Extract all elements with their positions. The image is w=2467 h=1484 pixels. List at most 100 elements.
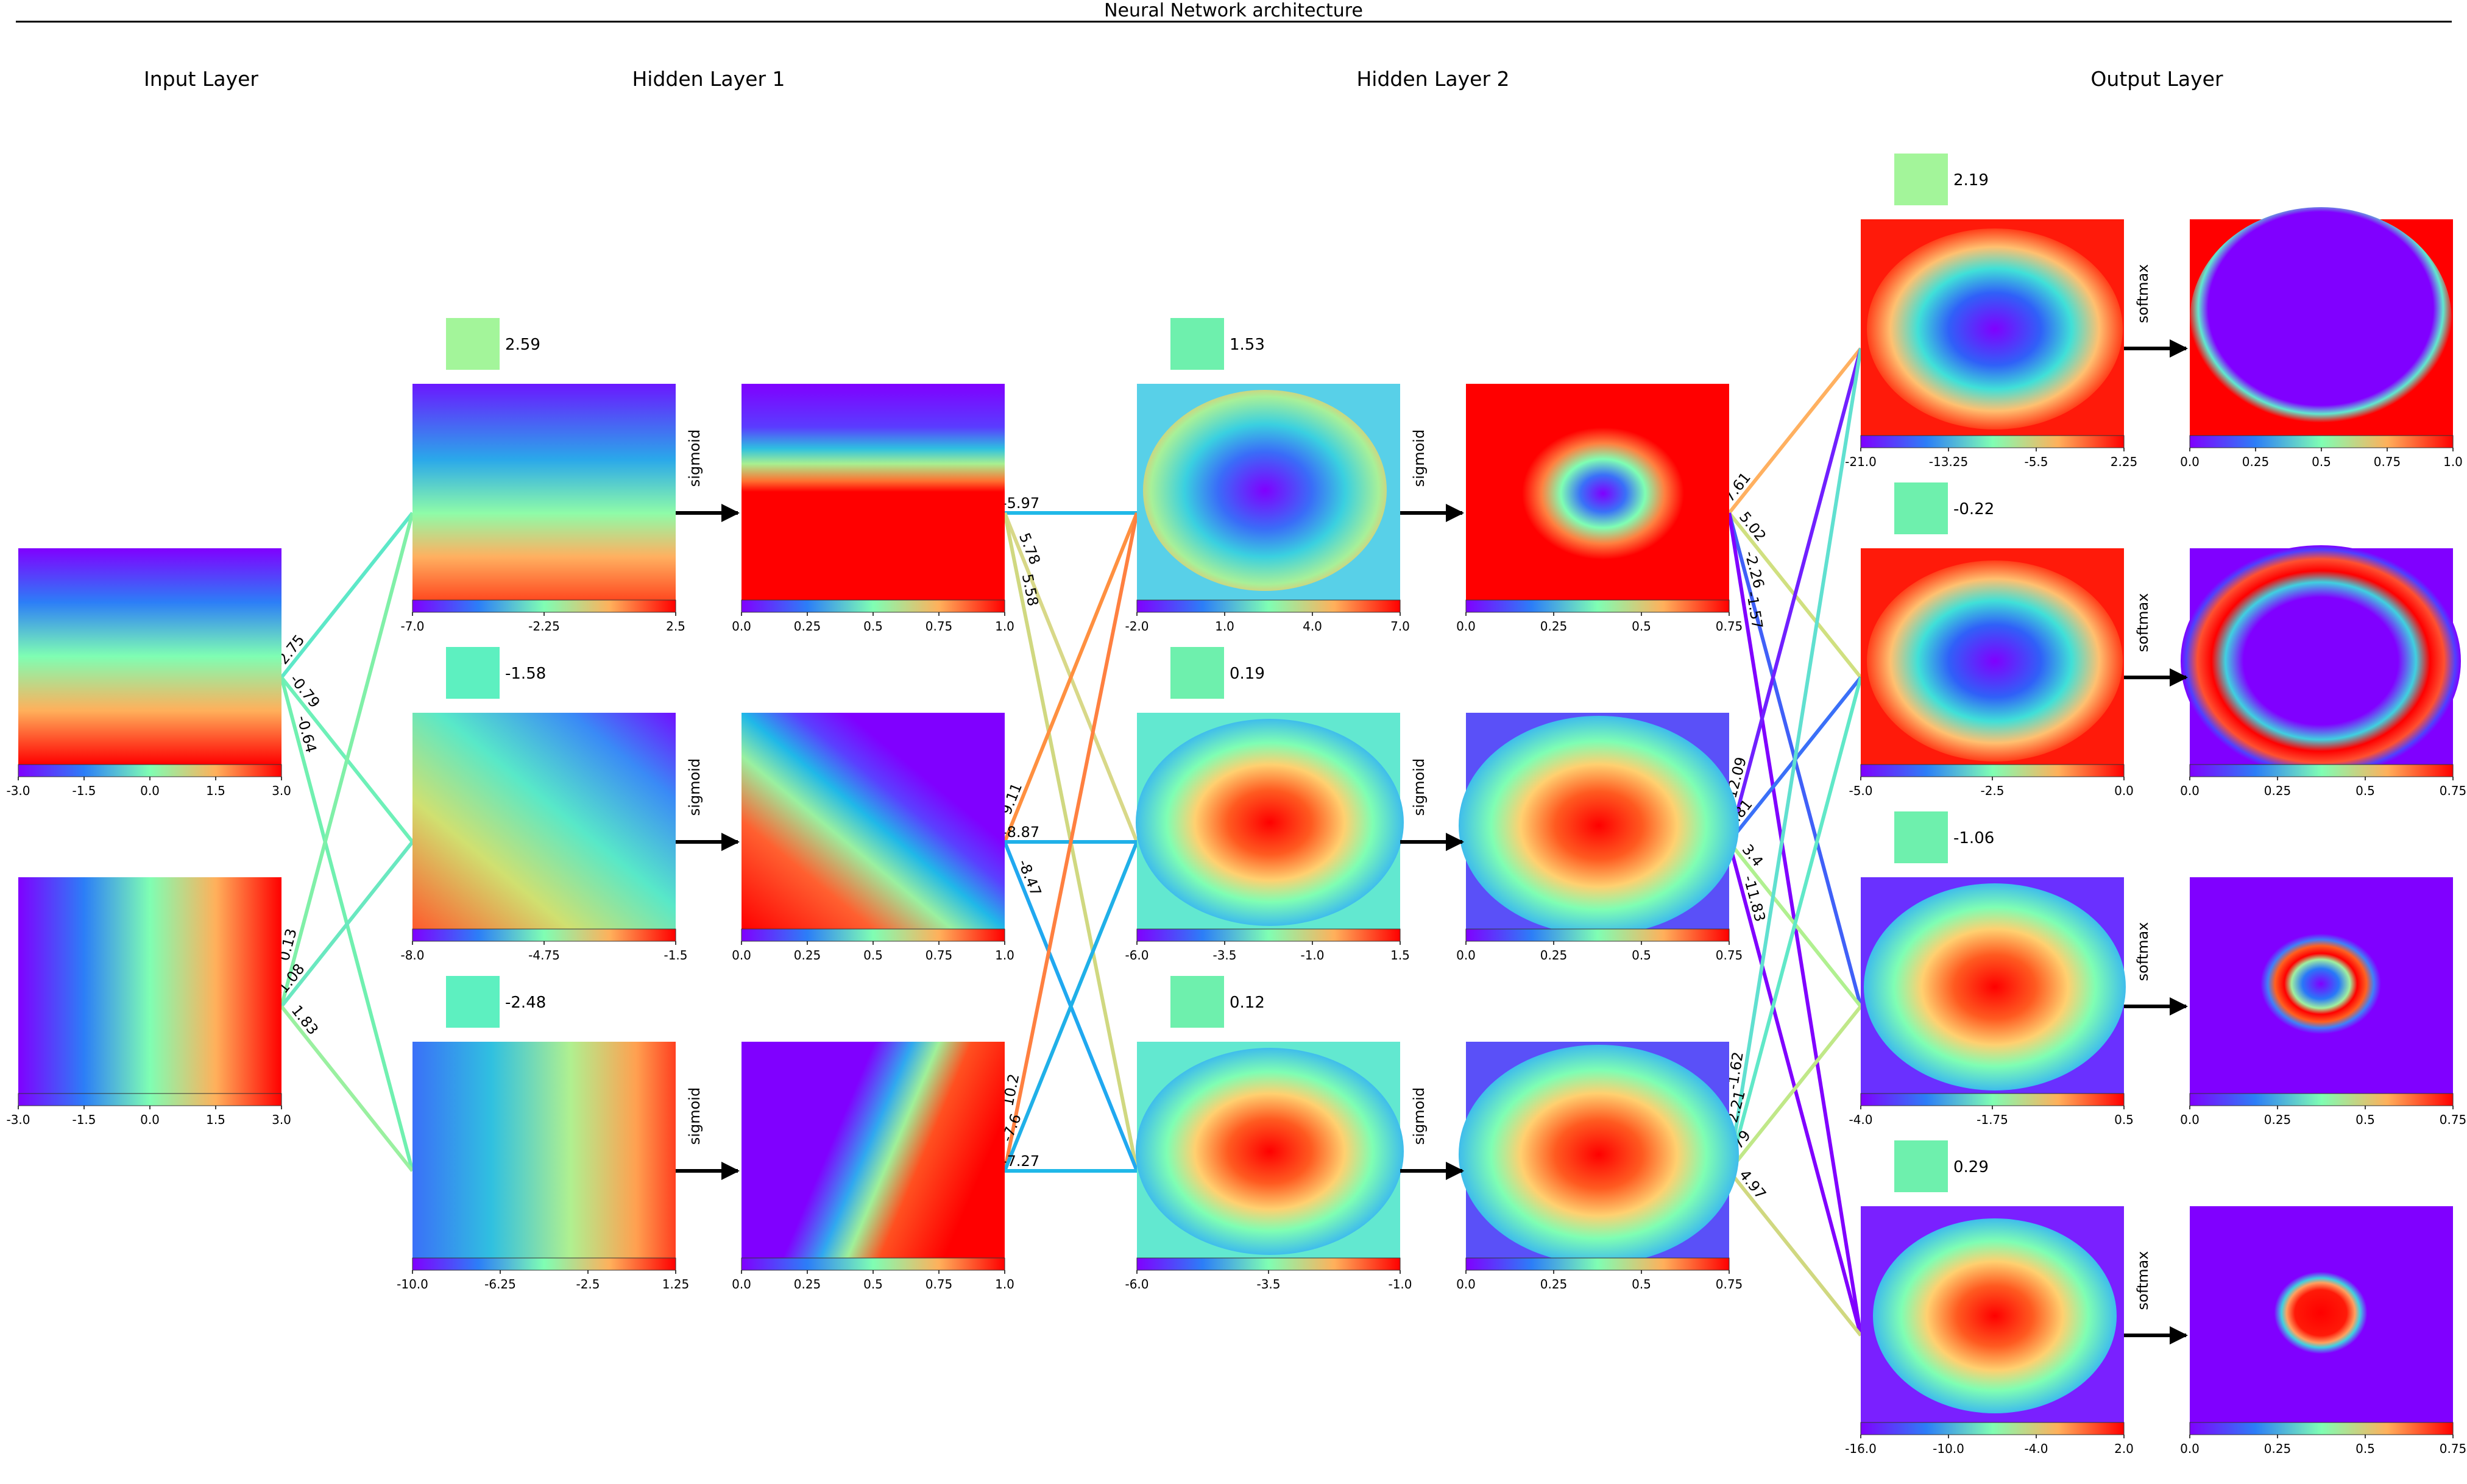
out-pre-3-tick-label: -1.75	[1977, 1112, 2008, 1127]
out-pre-3-blob	[1864, 883, 2126, 1090]
h2-post-3-colorbar	[1465, 1257, 1730, 1271]
h1-post-1-image	[742, 384, 1005, 600]
out-bias-3-value: -1.06	[1953, 829, 1994, 847]
h1-pre-3-tick-label: -10.0	[397, 1277, 428, 1291]
h1-post-1-tick-label: 0.25	[794, 619, 821, 634]
out-post-1-tick-label: 0.25	[2242, 454, 2270, 469]
h1-bias-1: 2.59	[446, 318, 540, 370]
h1-pre-1-tick-label: -7.0	[400, 619, 424, 634]
out-post-2-colorbar	[2189, 764, 2454, 777]
h1-bias-2-swatch	[446, 647, 500, 699]
h1-activation-2-label: sigmoid	[686, 758, 703, 816]
out-post-2-tick-label: 0.5	[2356, 783, 2375, 798]
h1-bias-3: -2.48	[446, 976, 546, 1028]
h2-post-1-tick-label: 0.0	[1456, 619, 1476, 634]
h2-pre-2-colorbar	[1136, 928, 1401, 942]
h1-pre-1-tick-label: 2.5	[666, 619, 685, 634]
out-pre-2-tick-label: 0.0	[2114, 783, 2134, 798]
edge-h1-h2-1: -5.97	[1002, 495, 1137, 515]
h2-post-2-tick-label: 0.0	[1456, 948, 1476, 963]
h2-pre-2-tick-label: -6.0	[1125, 948, 1149, 963]
out-pre-3-tick-label: 0.5	[2114, 1112, 2134, 1127]
out-post-3-tick-label: 0.5	[2356, 1112, 2375, 1127]
out-bias-4-swatch	[1894, 1140, 1948, 1192]
edge-in-h1-4: 0.13	[275, 512, 414, 1007]
input-node-1-colorbar	[18, 764, 282, 777]
input-node-1-tick-label: 0.0	[140, 783, 160, 798]
h2-activation-2-label: sigmoid	[1410, 758, 1428, 816]
h1-activation-3: sigmoid	[676, 1087, 740, 1180]
h2-pre-1: -2.0 1.0 4.0 7.0	[1125, 384, 1410, 634]
h2-post-2-blob	[1459, 716, 1739, 935]
h1-post-1-tick-label: 0.0	[732, 619, 751, 634]
out-post-1-colorbar	[2189, 435, 2454, 448]
input-node-2: -3.0 -1.5 0.0 1.5 3.0	[6, 877, 291, 1127]
out-bias-3-swatch	[1894, 811, 1948, 863]
out-pre-1-tick-label: -13.25	[1929, 454, 1968, 469]
out-post-4-tick-label: 0.75	[2440, 1441, 2467, 1456]
h2-post-3-tick-label: 0.25	[1540, 1277, 1568, 1291]
out-bias-3: -1.06	[1894, 811, 1994, 863]
h1-post-3-image	[742, 1042, 1005, 1258]
edge-in-h1-6: 1.83	[280, 1002, 414, 1172]
edge-h2-out-5-line	[1727, 348, 1863, 843]
edge-h2-out-9-line	[1727, 348, 1863, 1171]
h1-post-2-colorbar	[741, 928, 1005, 942]
edge-in-h1-5: -1.08	[271, 841, 414, 1008]
out-bias-4: 0.29	[1894, 1140, 1989, 1192]
out-post-4-tick-label: 0.25	[2264, 1441, 2292, 1456]
input-node-2-tick-label: 1.5	[206, 1112, 225, 1127]
h1-post-2-tick-label: 0.5	[863, 948, 883, 963]
h1-post-3-tick-label: 1.0	[995, 1277, 1014, 1291]
h1-post-2-tick-label: 0.0	[732, 948, 751, 963]
out-post-3-ring	[2229, 908, 2412, 1060]
out-activation-2-label: softmax	[2134, 593, 2151, 652]
h1-bias-1-swatch	[446, 318, 500, 370]
h1-pre-1-image	[412, 384, 676, 600]
out-post-3-colorbar	[2189, 1093, 2454, 1106]
h2-post-1-tick-label: 0.75	[1716, 619, 1743, 634]
h2-post-2-colorbar	[1465, 928, 1730, 942]
edge-h2-out-12-line	[1727, 1170, 1863, 1337]
edge-in-h1-4-line	[280, 512, 414, 1007]
h2-bias-2-value: 0.19	[1230, 665, 1265, 683]
edge-in-h1-5-line	[280, 841, 414, 1008]
layer-title-output: Output Layer	[2090, 67, 2223, 91]
h2-activation-1: sigmoid	[1400, 429, 1464, 522]
edge-h2-out-7-weight: 3.4	[1739, 841, 1767, 870]
edge-in-h1-6-line	[280, 1005, 414, 1172]
out-pre-2: -5.0 -2.5 0.0	[1849, 548, 2134, 798]
out-post-2: 0.0 0.25 0.5 0.75	[2180, 545, 2466, 798]
h2-pre-2-tick-label: -3.5	[1212, 948, 1236, 963]
h1-pre-3-tick-label: 1.25	[662, 1277, 690, 1291]
out-post-3-tick-label: 0.0	[2180, 1112, 2200, 1127]
out-bias-1: 2.19	[1894, 154, 1989, 205]
h2-pre-1-tick-label: 4.0	[1303, 619, 1322, 634]
out-pre-2-hole	[1867, 560, 2123, 761]
out-activation-4: softmax	[2124, 1251, 2188, 1344]
h2-activation-2: sigmoid	[1400, 758, 1464, 851]
input-node-2-tick-label: -3.0	[6, 1112, 30, 1127]
h2-post-2: 0.0 0.25 0.5 0.75	[1456, 713, 1743, 963]
h1-post-2-image	[742, 713, 1005, 929]
h2-post-1: 0.0 0.25 0.5 0.75	[1456, 384, 1743, 634]
out-bias-4-value: 0.29	[1953, 1158, 1989, 1176]
h2-pre-2-blob	[1136, 719, 1404, 926]
h2-bias-1-swatch	[1170, 318, 1224, 370]
input-node-1: -3.0 -1.5 0.0 1.5 3.0	[6, 548, 291, 798]
out-bias-2: -0.22	[1894, 482, 1994, 534]
out-activation-1-label: softmax	[2134, 264, 2151, 323]
out-pre-3: -4.0 -1.75 0.5	[1849, 877, 2134, 1127]
out-activation-3: softmax	[2124, 922, 2188, 1016]
h2-bias-1: 1.53	[1170, 318, 1265, 370]
h2-pre-3: -6.0 -3.5 -1.0	[1125, 1042, 1412, 1291]
out-pre-4: -16.0 -10.0 -4.0 2.0	[1845, 1206, 2134, 1456]
h1-post-3-tick-label: 0.0	[732, 1277, 751, 1291]
out-pre-2-tick-label: -5.0	[1849, 783, 1872, 798]
h1-post-3-tick-label: 0.5	[863, 1277, 883, 1291]
h1-bias-1-value: 2.59	[505, 336, 540, 354]
h1-pre-2-colorbar	[412, 928, 676, 942]
edge-h1-h2-9: -7.27	[1002, 1153, 1137, 1173]
out-pre-4-tick-label: -16.0	[1845, 1441, 1877, 1456]
h1-post-3-tick-label: 0.75	[926, 1277, 953, 1291]
